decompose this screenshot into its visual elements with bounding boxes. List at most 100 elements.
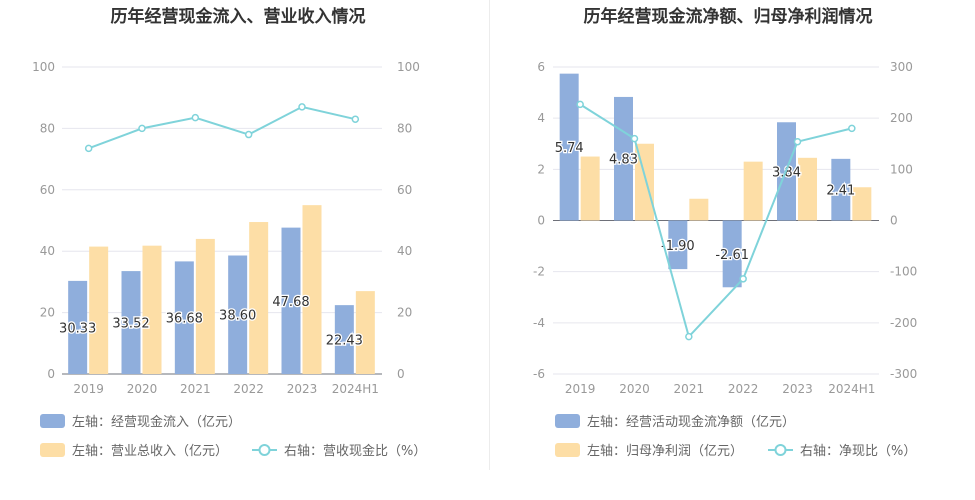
legend-label: 右轴：净现比（%）	[800, 444, 916, 459]
bar-primary	[559, 73, 579, 221]
right-axis-tick: -200	[890, 316, 917, 330]
data-label: -2.61	[715, 248, 749, 263]
right-axis-tick: -300	[890, 367, 917, 381]
bar-secondary	[142, 245, 162, 374]
ratio-point	[351, 115, 360, 123]
ratio-point	[685, 332, 693, 341]
bar-primary	[228, 255, 248, 374]
ratio-point	[576, 100, 584, 109]
x-axis-tick: 2022	[233, 382, 264, 396]
bar-primary	[68, 280, 88, 374]
left-axis-tick: 80	[40, 121, 55, 135]
x-axis-tick: 2020	[619, 382, 650, 396]
data-label: 47.68	[272, 295, 309, 310]
x-axis-tick: 2023	[782, 382, 813, 396]
data-label: 36.68	[166, 312, 203, 327]
right-axis-tick: 60	[397, 183, 412, 197]
right-axis-tick: 0	[890, 214, 898, 228]
bar-primary	[831, 158, 851, 221]
panel-divider	[489, 0, 490, 470]
data-label: 22.43	[326, 334, 363, 349]
left-axis-tick: -4	[533, 316, 545, 330]
right-axis-tick: 0	[397, 367, 405, 381]
ratio-point	[298, 103, 306, 111]
ratio-point	[739, 275, 747, 283]
left-axis-tick: 6	[537, 60, 545, 74]
data-label: 3.84	[772, 165, 801, 180]
left-axis-tick: -6	[533, 367, 545, 381]
ratio-line	[88, 105, 356, 150]
bar-secondary	[852, 187, 872, 221]
bar-secondary	[355, 291, 375, 374]
legend-label: 左轴：营业总收入（亿元）	[72, 444, 228, 459]
left-axis-tick: 60	[40, 183, 55, 197]
left-axis-tick: 4	[537, 111, 545, 125]
bar-primary	[174, 261, 194, 374]
legend-swatch	[555, 443, 580, 457]
left-axis-tick: 40	[40, 244, 55, 258]
legend-label: 右轴：营收现金比（%）	[284, 443, 426, 459]
bar-primary	[334, 305, 354, 374]
bar-secondary	[798, 157, 817, 221]
ratio-point	[138, 124, 146, 133]
x-axis-tick: 2023	[287, 382, 318, 396]
bar-secondary	[743, 161, 763, 221]
right-axis-tick: 200	[890, 111, 913, 125]
left-axis-tick: 20	[40, 306, 55, 320]
left-axis-tick: -2	[533, 265, 545, 279]
data-label: -1.90	[661, 239, 695, 254]
ratio-point	[244, 130, 253, 139]
bar-primary	[121, 271, 141, 374]
ratio-point	[848, 124, 856, 133]
right-axis-tick: 100	[397, 60, 420, 74]
legend-swatch	[555, 414, 580, 428]
x-axis-tick: 2021	[674, 382, 705, 396]
left-axis-tick: 0	[47, 367, 55, 381]
bar-primary	[281, 227, 301, 374]
bar-secondary	[249, 222, 269, 374]
ratio-point	[191, 113, 200, 122]
x-axis-tick: 2024H1	[828, 382, 875, 396]
x-axis-tick: 2020	[127, 382, 158, 396]
left-axis-tick: 0	[537, 214, 545, 228]
legend-label: 左轴：归母净利润（亿元）	[587, 444, 743, 459]
data-label: 2.41	[826, 184, 855, 199]
legend-label: 左轴：经营活动现金流净额（亿元）	[587, 414, 795, 430]
right-axis-tick: 100	[890, 162, 913, 176]
right-axis-tick: 80	[397, 121, 412, 135]
chart-title: 历年经营现金流入、营业收入情况	[111, 6, 366, 27]
bar-primary	[668, 220, 688, 270]
right-axis-tick: 20	[397, 306, 412, 320]
legend-swatch	[40, 414, 65, 428]
right-axis-tick: 300	[890, 60, 913, 74]
bar-primary	[722, 220, 742, 288]
ratio-point	[630, 134, 639, 143]
x-axis-tick: 2024H1	[332, 382, 379, 396]
x-axis-tick: 2019	[73, 382, 104, 396]
right-axis-tick: 40	[397, 244, 412, 258]
ratio-line	[579, 103, 853, 339]
cash-inflow-revenue-chart: 历年经营现金流入、营业收入情况 0 20 40 60 80 100 0 20 40 60 80 100…	[32, 6, 426, 459]
bar-secondary	[580, 156, 600, 221]
bar-secondary	[195, 238, 215, 374]
bar-secondary	[635, 143, 654, 221]
ratio-point	[793, 137, 802, 146]
x-axis-tick: 2021	[180, 382, 211, 396]
x-axis-tick: 2019	[565, 382, 596, 396]
bar-secondary	[302, 205, 322, 374]
data-label: 33.52	[112, 317, 149, 332]
bar-secondary	[89, 246, 109, 374]
ratio-point	[84, 144, 93, 153]
left-axis-tick: 100	[32, 60, 55, 74]
x-axis-tick: 2022	[728, 382, 759, 396]
net-cashflow-profit-chart: 历年经营现金流净额、归母净利润情况 -6 -4 -2 0 2 4 6 -300 -200 -100…	[533, 6, 917, 459]
right-axis-tick: -100	[890, 265, 917, 279]
data-label: 5.74	[555, 141, 584, 156]
legend-marker	[258, 444, 271, 456]
left-axis-tick: 2	[537, 162, 545, 176]
legend-marker	[774, 444, 787, 456]
legend-swatch	[40, 443, 65, 457]
data-label: 4.83	[609, 153, 638, 168]
data-label: 38.60	[219, 309, 256, 324]
